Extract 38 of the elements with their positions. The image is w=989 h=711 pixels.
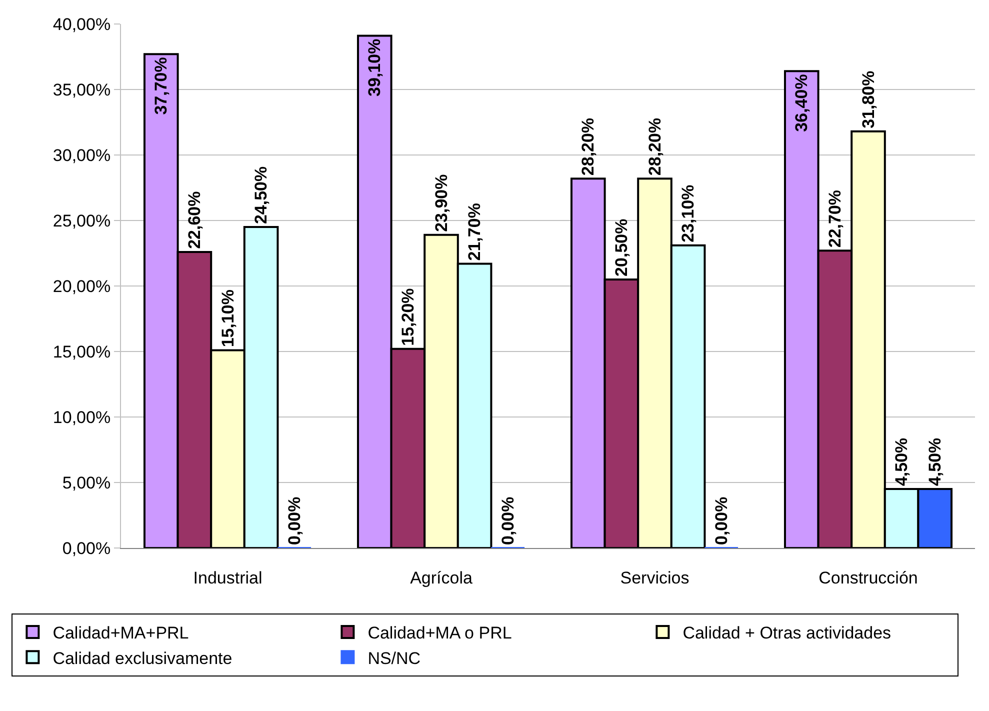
x-tick-label: Industrial	[193, 568, 262, 588]
data-label: 15,20%	[398, 288, 418, 346]
legend-label: Calidad+MA+PRL	[52, 624, 189, 643]
data-label: 4,50%	[925, 438, 944, 486]
y-tick-label: 30,00%	[52, 146, 111, 165]
x-tick-label: Construcción	[818, 568, 918, 588]
data-label: 28,20%	[578, 118, 598, 176]
y-tick-label: 20,00%	[52, 276, 111, 296]
y-tick-label: 15,00%	[52, 342, 111, 362]
y-tick-label: 0,00%	[62, 538, 111, 558]
data-label: 22,60%	[184, 191, 204, 249]
data-label: 23,90%	[432, 174, 451, 232]
data-label: 0,00%	[498, 496, 518, 545]
y-tick-label: 35,00%	[52, 80, 111, 100]
data-label: 36,40%	[792, 74, 812, 132]
legend-label: NS/NC	[368, 648, 421, 668]
data-label: 37,70%	[152, 57, 171, 115]
legend-label: Calidad exclusivamente	[52, 648, 232, 668]
y-tick-label: 10,00%	[52, 408, 111, 427]
x-tick-label: Servicios	[620, 568, 690, 588]
legend-label: Calidad + Otras actividades	[682, 624, 892, 643]
data-label: 39,10%	[365, 38, 384, 96]
data-label: 22,70%	[825, 190, 844, 248]
data-label: 0,00%	[284, 496, 304, 545]
data-label: 20,50%	[612, 218, 631, 276]
data-label: 31,80%	[858, 70, 878, 128]
data-label: 21,70%	[465, 203, 484, 261]
data-label: 4,50%	[892, 438, 912, 486]
data-label: 28,20%	[645, 118, 664, 176]
data-label: 0,00%	[712, 496, 731, 545]
y-tick-label: 5,00%	[62, 473, 111, 492]
x-tick-label: Agrícola	[410, 568, 473, 588]
y-tick-label: 40,00%	[52, 14, 111, 34]
y-tick-label: 25,00%	[52, 211, 111, 230]
data-label: 24,50%	[252, 166, 271, 224]
legend-label: Calidad+MA o PRL	[368, 624, 512, 643]
data-label: 23,10%	[678, 184, 698, 242]
data-label: 15,10%	[218, 290, 238, 348]
